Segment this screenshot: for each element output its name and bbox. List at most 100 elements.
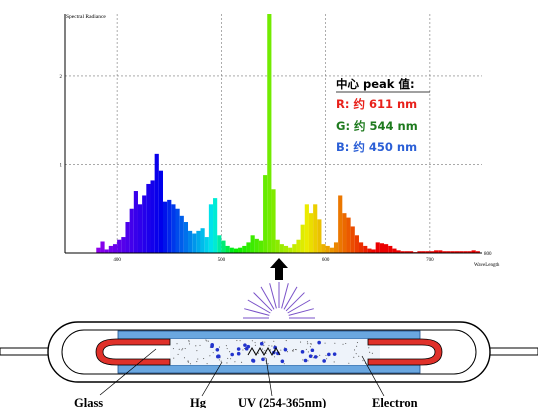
y-tick-labels: 12 — [60, 75, 63, 169]
gas-particle — [254, 342, 256, 344]
spectrum-bar — [292, 244, 297, 253]
spectrum-bar — [475, 251, 480, 253]
y-tick-label: 1 — [60, 163, 63, 168]
uv-ray — [288, 308, 314, 316]
spectrum-bar — [108, 245, 113, 253]
gas-particle — [218, 359, 220, 361]
mercury-atom — [317, 340, 321, 345]
gas-particle — [254, 344, 256, 346]
gas-particle — [348, 362, 350, 364]
spectrum-bar — [250, 235, 255, 253]
spectrum-bar — [104, 249, 109, 253]
gas-particle — [177, 353, 179, 355]
mercury-atom — [210, 343, 214, 347]
spectrum-bar — [333, 242, 339, 253]
spectrum-chart: Spectral Radiance 400 500 600 700 12 800 Wa… — [60, 14, 500, 268]
electron-label: Electron — [372, 396, 418, 408]
spectrum-bar — [133, 191, 138, 253]
gas-particle — [257, 352, 259, 354]
x-tick-labels: 400 500 600 700 — [113, 258, 434, 263]
spectrum-bar — [204, 237, 209, 253]
gas-particle — [173, 357, 175, 359]
spectrum-bar — [346, 217, 351, 253]
spectrum-bar — [121, 237, 126, 253]
gas-particle — [212, 352, 214, 354]
spectrum-bar — [396, 250, 401, 253]
spectrum-bar — [442, 251, 447, 253]
uv-ray — [244, 308, 270, 316]
spectrum-bar — [429, 251, 435, 253]
gas-particle — [226, 362, 228, 364]
spectrum-bar — [313, 204, 318, 253]
gas-particle — [286, 351, 288, 353]
spectrum-bar — [100, 241, 105, 253]
up-arrow-icon — [270, 258, 288, 280]
legend-entry-blue: B: 约 450 nm — [336, 140, 417, 154]
gas-particle — [283, 363, 285, 365]
spectrum-bar — [379, 243, 385, 253]
spectrum-bar — [450, 251, 455, 253]
gas-particle — [362, 360, 364, 362]
spectrum-bar — [171, 204, 176, 253]
gas-particle — [356, 345, 358, 347]
mercury-atom — [280, 359, 285, 364]
uv-label: UV (254-365nm) — [238, 396, 326, 408]
spectrum-bar — [188, 230, 193, 253]
mercury-atom — [236, 347, 241, 351]
gas-particle — [206, 340, 208, 342]
gas-particle — [342, 343, 344, 345]
gas-particle — [319, 354, 321, 356]
glass-leader-line — [99, 348, 157, 396]
uv-ray — [281, 283, 289, 309]
spectrum-bar — [183, 222, 189, 253]
spectrum-bar — [167, 199, 172, 253]
spectrum-bar — [225, 245, 230, 253]
spectrum-bar — [304, 204, 309, 253]
gas-particle — [182, 348, 184, 350]
gas-particle — [345, 342, 347, 345]
gas-particle — [309, 343, 311, 345]
spectrum-bar — [117, 239, 122, 253]
spectrum-bar — [229, 247, 234, 253]
spectrum-bars — [96, 14, 480, 253]
gas-particle — [225, 345, 227, 347]
spectrum-bar — [454, 251, 460, 253]
spectrum-bar — [317, 219, 322, 253]
gas-particle — [267, 363, 269, 365]
mercury-atom — [300, 350, 305, 354]
gas-particle — [353, 356, 355, 358]
gas-particle — [234, 361, 236, 363]
spectrum-bar — [425, 251, 430, 253]
spectrum-bar — [467, 251, 472, 253]
spectrum-bar — [384, 244, 389, 253]
legend-title: 中心 peak 值: — [336, 77, 415, 91]
gas-particle — [271, 345, 273, 347]
uv-ray — [253, 292, 273, 312]
spectrum-bar — [434, 250, 439, 253]
mercury-atom — [259, 341, 264, 346]
gas-particle — [181, 349, 183, 351]
gas-particle — [195, 345, 197, 347]
spectrum-bar — [404, 251, 410, 253]
gas-particle — [355, 353, 357, 355]
gas-particle — [236, 339, 238, 342]
spectrum-bar — [150, 180, 155, 253]
x-end-tick-label: 800 — [484, 252, 492, 257]
gas-particle — [188, 339, 190, 342]
spectrum-bar — [392, 248, 397, 253]
spectrum-bar — [179, 215, 184, 253]
electron-leader-line — [361, 355, 385, 397]
gas-particle — [269, 349, 272, 351]
spectrum-bar — [288, 247, 293, 253]
chart-title: Spectral Radiance — [66, 14, 106, 20]
spectrum-bar — [208, 204, 214, 253]
gas-particle — [268, 345, 270, 347]
uv-ray — [285, 292, 305, 312]
legend-entry-red: R: 约 611 nm — [336, 97, 417, 111]
gas-particle — [178, 348, 180, 350]
phosphor-coating-top — [117, 330, 421, 340]
spectrum-bar — [142, 195, 147, 253]
mercury-atom — [313, 355, 318, 359]
mercury-atom — [216, 354, 221, 358]
gas-particle — [243, 347, 245, 349]
